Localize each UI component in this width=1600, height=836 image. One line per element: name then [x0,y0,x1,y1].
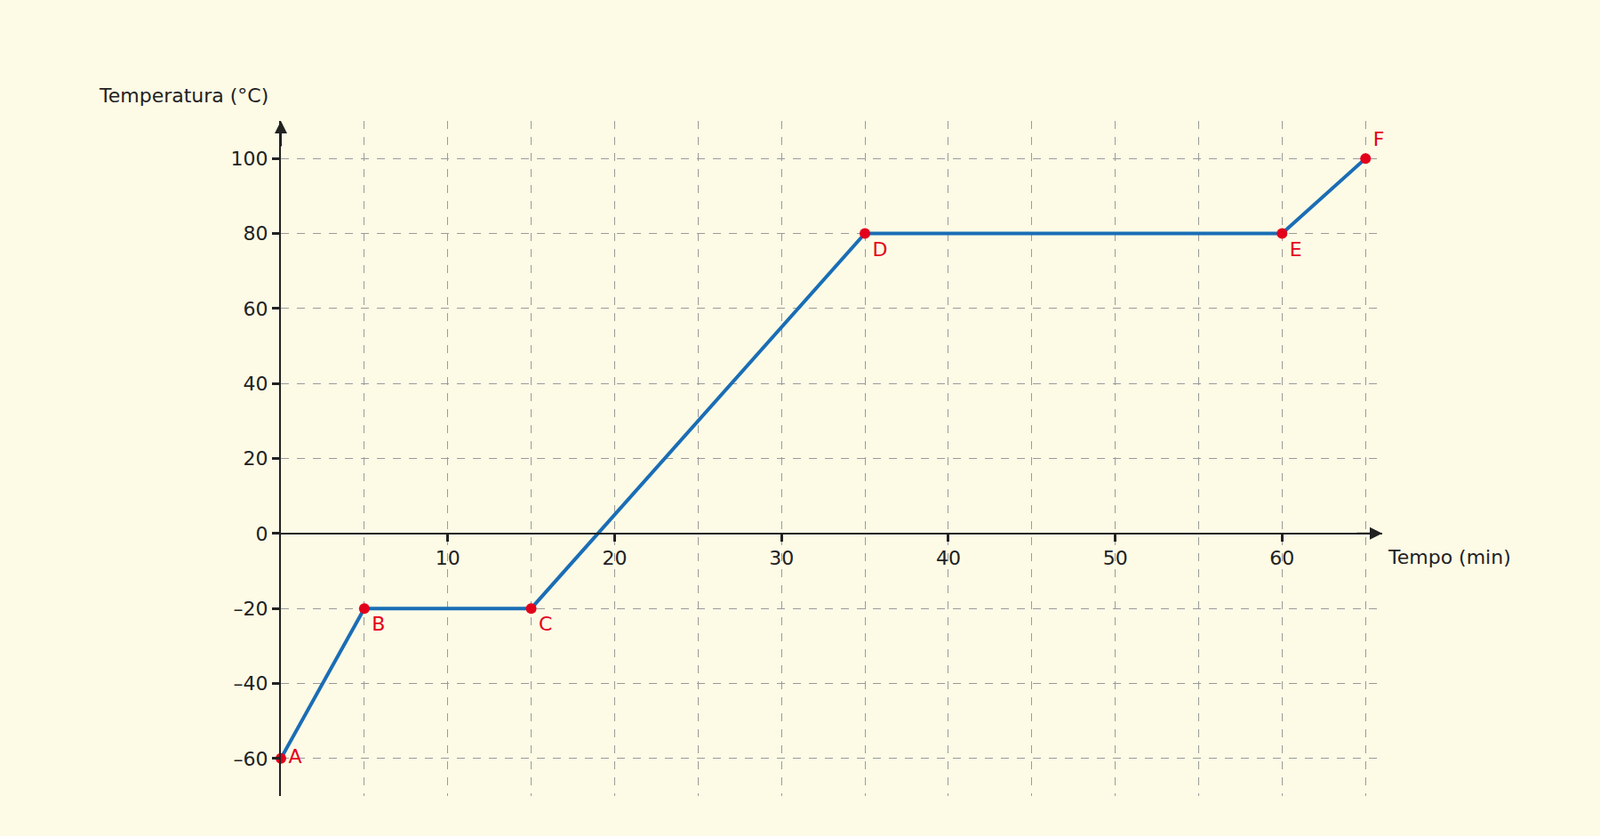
svg-text:0: 0 [256,522,269,545]
svg-text:50: 50 [1103,546,1128,569]
svg-text:40: 40 [936,546,961,569]
svg-text:E: E [1289,238,1303,261]
svg-text:Temperatura (°C): Temperatura (°C) [98,84,269,107]
svg-text:10: 10 [435,546,461,569]
svg-text:A: A [288,744,303,768]
svg-text:100: 100 [231,147,269,170]
svg-text:–40: –40 [233,672,269,695]
svg-text:B: B [371,612,385,635]
svg-text:80: 80 [243,222,269,245]
svg-text:D: D [872,238,888,261]
svg-text:–20: –20 [233,597,269,620]
svg-text:20: 20 [243,447,269,470]
svg-text:60: 60 [243,297,269,320]
svg-text:20: 20 [601,546,627,569]
svg-text:–60: –60 [233,747,269,770]
svg-text:Tempo (min): Tempo (min) [1387,545,1512,568]
svg-text:C: C [538,612,552,635]
svg-text:40: 40 [243,372,269,395]
svg-text:30: 30 [768,546,794,569]
svg-text:F: F [1373,128,1385,151]
svg-text:60: 60 [1269,546,1295,569]
